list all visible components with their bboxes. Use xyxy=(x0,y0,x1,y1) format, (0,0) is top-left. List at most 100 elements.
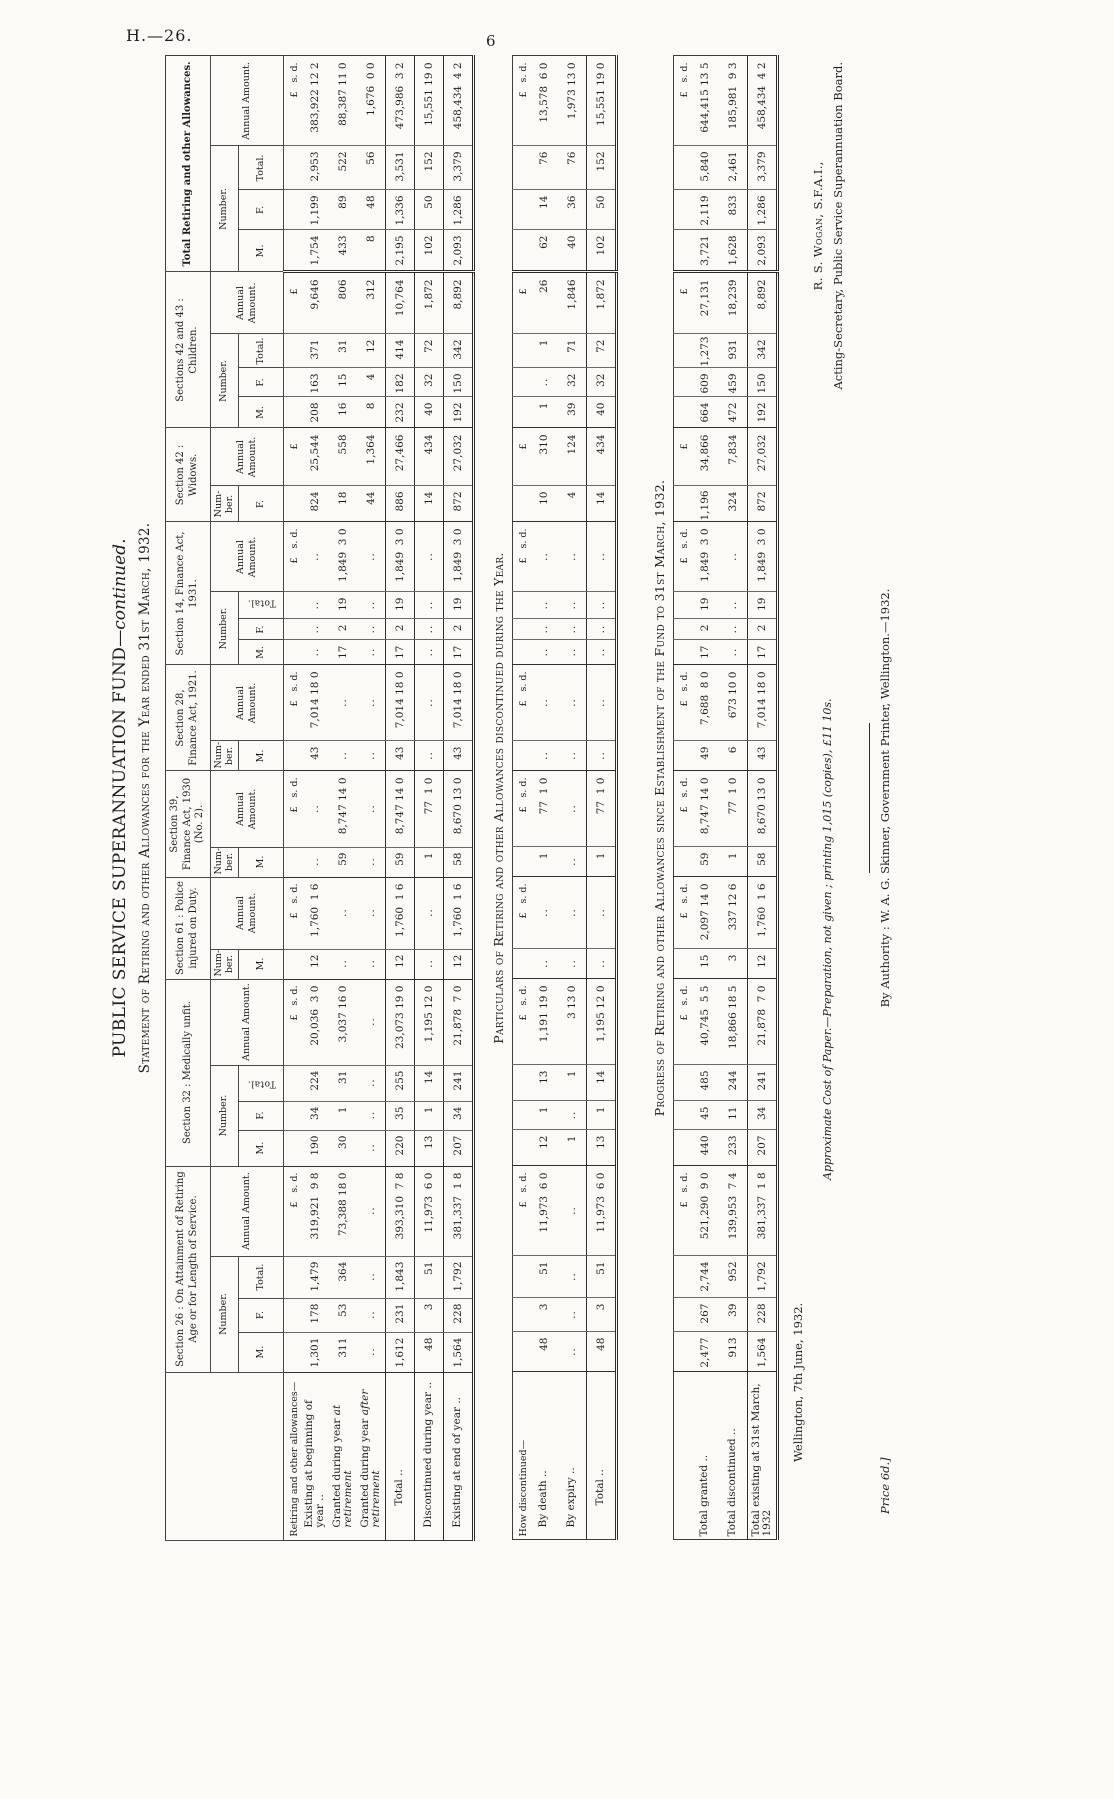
value-cell: 13,578 6 0 xyxy=(530,56,559,146)
row-label: By expiry .. xyxy=(558,1372,587,1540)
value-cell: £ s. d. xyxy=(283,979,302,1066)
value-cell xyxy=(283,145,302,190)
value-cell: 521,290 9 0 xyxy=(691,1166,720,1256)
table-row: Discontinued during year .. 48 3 51 11,973 6… xyxy=(414,55,444,1541)
value-cell: 49 xyxy=(691,741,720,771)
value-cell: 2,953 xyxy=(301,145,330,190)
value-cell xyxy=(283,1101,302,1131)
number-header: Number. xyxy=(210,334,239,428)
row-label-text: By expiry .. xyxy=(565,1467,578,1528)
value-cell: .. xyxy=(357,522,386,592)
value-cell: 1,760 1 6 xyxy=(747,877,778,949)
male-header: M. xyxy=(238,229,284,272)
value-cell: .. xyxy=(301,619,330,640)
value-cell: .. xyxy=(586,949,617,979)
value-cell: 1,196 xyxy=(691,486,720,522)
value-cell: 178 xyxy=(301,1298,330,1333)
number-header: Num- ber. xyxy=(210,949,239,980)
value-cell: 833 xyxy=(719,190,748,230)
row-label: Total granted .. xyxy=(691,1372,719,1540)
value-cell: 241 xyxy=(747,1065,778,1101)
value-cell: 434 xyxy=(414,428,444,486)
row-label-text: Granted during year xyxy=(358,1415,371,1528)
value-cell: 48 xyxy=(414,1332,444,1373)
value-cell: .. xyxy=(301,771,330,848)
table-row: Granted during year after retirement....… xyxy=(357,55,386,1540)
col-group-total-allowances: Total Retiring and other Allowances. xyxy=(165,55,210,272)
value-cell: .. xyxy=(357,640,386,665)
value-cell: £ s. d. xyxy=(673,771,692,847)
row-label-text: Discontinued during year .. xyxy=(422,1381,435,1528)
value-cell: 10 xyxy=(530,486,559,522)
value-cell: 228 xyxy=(443,1298,474,1333)
value-cell: 7,688 8 0 xyxy=(691,665,720,741)
value-cell: 15 xyxy=(691,949,720,979)
row-label-text: Total .. xyxy=(594,1469,607,1506)
value-cell: .. xyxy=(558,877,587,949)
value-cell: 5,840 xyxy=(691,146,720,190)
report-title-text: PUBLIC SERVICE SUPERANNUATION FUND xyxy=(110,646,130,1058)
value-cell: .. xyxy=(530,640,559,665)
value-cell: £ xyxy=(673,272,692,334)
value-cell: £ s. d. xyxy=(512,56,531,146)
value-cell xyxy=(512,847,531,877)
value-cell: 233 xyxy=(719,1130,748,1166)
page-number: 6 xyxy=(486,32,496,50)
value-cell: 11,973 6 0 xyxy=(586,1166,617,1256)
value-cell: .. xyxy=(558,640,587,665)
value-cell: 62 xyxy=(530,230,559,272)
value-cell: .. xyxy=(530,877,559,949)
value-cell xyxy=(283,949,302,980)
value-cell xyxy=(512,1130,531,1166)
value-cell: 59 xyxy=(691,847,720,877)
row-label-text: Granted during year xyxy=(330,1415,343,1528)
value-cell: 34,866 xyxy=(691,428,720,486)
value-cell: 255 xyxy=(385,1065,415,1102)
value-cell: .. xyxy=(558,1166,587,1256)
value-cell: 886 xyxy=(385,486,415,522)
value-cell: .. xyxy=(586,665,617,741)
value-cell: 182 xyxy=(385,368,415,397)
row-label: Granted during year at retirement xyxy=(329,1372,357,1540)
value-cell: .. xyxy=(558,847,587,877)
value-cell: £ s. d. xyxy=(512,522,531,592)
value-cell: .. xyxy=(357,1332,386,1373)
value-cell: 319,921 9 8 xyxy=(301,1166,330,1257)
col-group-section42-widows: Section 42 : Widows. xyxy=(165,428,210,522)
value-cell: 12 xyxy=(443,949,474,980)
page-header: H.—26. 6 xyxy=(0,26,1114,66)
value-cell: 2,195 xyxy=(385,229,415,272)
value-cell: .. xyxy=(329,877,358,950)
value-cell: 8,747 14 0 xyxy=(329,771,358,848)
value-cell: .. xyxy=(719,592,748,619)
value-cell xyxy=(512,640,531,665)
value-cell: 1 xyxy=(329,1101,358,1131)
value-cell: 1,676 0 0 xyxy=(357,55,386,146)
value-cell: 72 xyxy=(414,334,444,368)
value-cell xyxy=(512,368,531,397)
value-cell xyxy=(283,189,302,230)
value-cell: 48 xyxy=(530,1332,559,1372)
col-group-section32: Section 32 : Medically unfit. xyxy=(165,979,210,1167)
value-cell: .. xyxy=(329,949,358,980)
value-cell: 12 xyxy=(530,1130,559,1166)
value-cell: 13 xyxy=(586,1130,617,1166)
value-cell: 337 12 6 xyxy=(719,877,748,949)
value-cell: .. xyxy=(719,522,748,592)
value-cell: 43 xyxy=(747,741,778,771)
value-cell: £ s. d. xyxy=(673,979,692,1065)
total-header-rotated: Total. xyxy=(238,592,284,619)
value-cell: 19 xyxy=(691,592,720,619)
report-title-continued: —continued. xyxy=(110,538,130,647)
amount-header: Annual Amount. xyxy=(210,877,284,950)
value-cell: 25,544 xyxy=(301,428,330,486)
value-cell: 8,747 14 0 xyxy=(691,771,720,847)
value-cell: 2 xyxy=(329,619,358,640)
value-cell: .. xyxy=(357,1065,386,1102)
row-label-text: Retiring and other allowances— xyxy=(288,1381,300,1537)
value-cell: 56 xyxy=(357,145,386,190)
value-cell xyxy=(673,949,692,979)
row-label: Existing at end of year .. xyxy=(443,1372,474,1541)
value-cell: .. xyxy=(558,619,587,640)
value-cell: £ s. d. xyxy=(673,877,692,949)
